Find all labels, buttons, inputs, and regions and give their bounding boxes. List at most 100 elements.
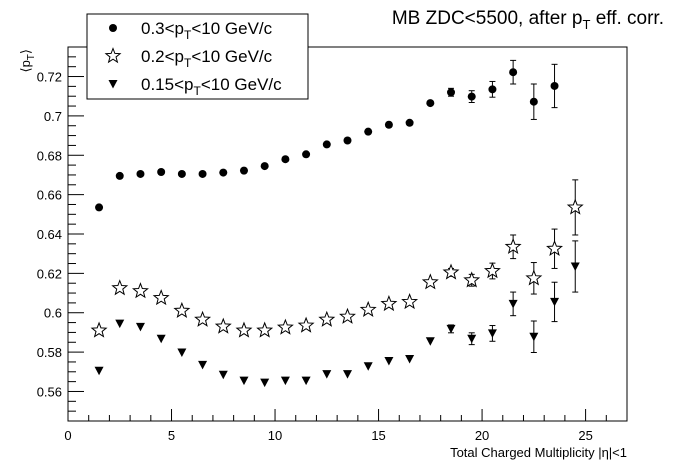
y-tick-label: 0.58 <box>37 345 62 360</box>
y-tick-label: 0.7 <box>44 109 62 124</box>
x-axis-label: Total Charged Multiplicity |η|<1 <box>450 445 627 460</box>
data-point <box>380 294 398 312</box>
legend-entry: 0.15<pT<10 GeV/c <box>108 75 282 98</box>
legend-box <box>86 13 309 100</box>
data-point <box>94 366 104 376</box>
data-point <box>281 155 290 164</box>
x-tick-label: 10 <box>268 428 282 443</box>
data-point <box>322 140 331 149</box>
y-axis-label: ⟨pT⟩ <box>18 49 37 73</box>
axis-ticks <box>67 46 628 422</box>
data-point <box>111 279 129 296</box>
x-tick-label: 5 <box>168 428 175 443</box>
data-point <box>384 120 393 129</box>
data-point <box>318 310 336 327</box>
data-point <box>198 169 207 178</box>
data-point <box>280 376 290 386</box>
series-layer <box>90 59 584 388</box>
data-point <box>157 167 166 176</box>
data-point <box>152 289 170 306</box>
data-point <box>426 99 435 108</box>
data-point <box>135 322 145 332</box>
data-point <box>442 263 460 280</box>
data-point <box>384 356 394 366</box>
data-point <box>463 271 481 288</box>
data-point <box>260 162 269 171</box>
data-point <box>297 316 315 333</box>
data-point <box>95 203 104 212</box>
y-tick-label: 0.6 <box>44 306 62 321</box>
data-point <box>525 269 543 286</box>
tick-labels: 0 5 10 15 20 25 0.56 0.58 0.6 0.62 0.64 0.66 0.68 0.7… <box>37 70 593 443</box>
legend-marker <box>109 24 117 32</box>
plot-frame <box>67 46 628 422</box>
y-tick-label: 0.64 <box>37 227 62 242</box>
legend-entry: 0.3<pT<10 GeV/c <box>109 19 273 42</box>
chart-title: MB ZDC<5500, after pT eff. corr. <box>392 8 664 32</box>
data-point <box>447 88 456 97</box>
data-point <box>363 362 373 371</box>
data-point <box>343 370 352 379</box>
data-point <box>550 297 560 307</box>
data-point <box>90 321 108 338</box>
data-point <box>509 68 518 77</box>
x-tick-label: 0 <box>64 428 71 443</box>
data-point <box>359 300 377 317</box>
data-point <box>177 169 186 178</box>
data-point <box>405 354 415 364</box>
series-3 <box>94 240 580 388</box>
data-point <box>488 85 497 94</box>
data-point <box>136 169 145 178</box>
legend-entry: 0.2<pT<10 GeV/c <box>104 47 273 70</box>
x-tick-label: 20 <box>475 428 489 443</box>
data-point <box>570 262 580 271</box>
x-tick-label: 25 <box>578 428 592 443</box>
data-point <box>467 92 476 101</box>
data-point <box>401 293 419 310</box>
data-point <box>156 334 166 344</box>
data-point <box>566 198 584 215</box>
data-point <box>235 321 253 338</box>
data-point <box>302 150 311 159</box>
data-point <box>173 301 191 318</box>
data-point <box>218 370 228 380</box>
data-point <box>198 360 208 370</box>
y-tick-label: 0.72 <box>37 70 62 85</box>
data-point <box>529 97 538 106</box>
y-tick-label: 0.68 <box>37 148 62 163</box>
legend-marker <box>108 80 118 89</box>
data-point <box>322 370 332 379</box>
data-point <box>550 81 559 90</box>
data-point <box>115 171 124 180</box>
legend-label: 0.3<pT<10 GeV/c <box>141 19 273 42</box>
data-point <box>483 262 501 279</box>
data-point <box>256 321 274 338</box>
y-tick-label: 0.66 <box>37 188 62 203</box>
x-tick-label: 15 <box>371 428 385 443</box>
data-point <box>405 118 414 127</box>
legend-label: 0.15<pT<10 GeV/c <box>141 75 282 98</box>
data-point <box>131 282 149 299</box>
data-point <box>529 332 539 342</box>
data-point <box>446 324 456 334</box>
y-tick-label: 0.62 <box>37 266 62 281</box>
data-point <box>219 168 228 177</box>
legend-items: 0.3<pT<10 GeV/c 0.2<pT<10 GeV/c 0.15<pT<10… <box>104 19 282 98</box>
data-point <box>421 273 439 290</box>
data-point <box>425 337 435 346</box>
data-point <box>546 239 563 256</box>
legend-label: 0.2<pT<10 GeV/c <box>141 47 273 70</box>
data-point <box>364 127 373 136</box>
data-point <box>301 376 311 386</box>
data-point <box>239 376 249 386</box>
data-point <box>260 378 270 388</box>
data-point <box>177 348 187 357</box>
legend: 0.3<pT<10 GeV/c 0.2<pT<10 GeV/c 0.15<pT<10… <box>86 13 309 100</box>
data-point <box>276 318 294 335</box>
data-point <box>194 310 212 327</box>
legend-marker <box>104 47 122 64</box>
data-point <box>487 329 497 338</box>
data-point <box>115 319 125 329</box>
data-point <box>467 334 477 344</box>
